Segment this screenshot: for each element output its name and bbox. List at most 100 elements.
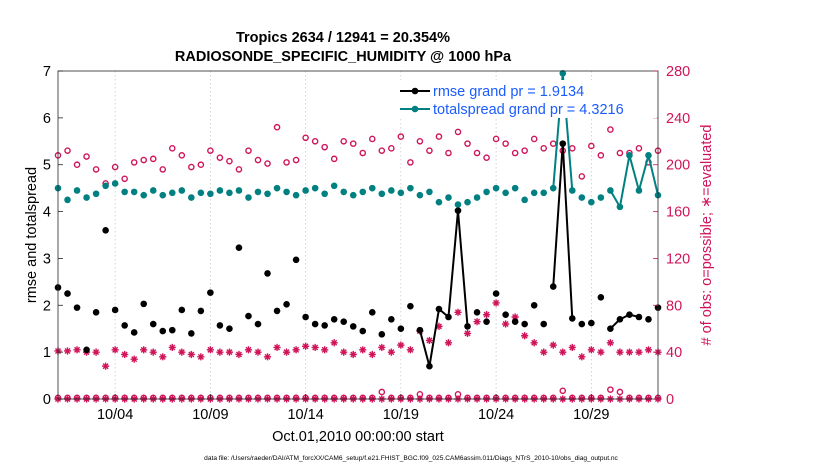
x-tick-label: 10/09 (192, 407, 228, 423)
rmse-point (578, 320, 586, 328)
obs-possible-point (473, 149, 481, 157)
obs-possible-point (264, 160, 271, 167)
obs-evaluated-point (102, 362, 110, 370)
obs-possible-point (378, 147, 386, 154)
obs-baseline-possible-point (473, 394, 481, 402)
obs-possible-point (159, 166, 167, 173)
rmse-point (607, 325, 614, 333)
rmse-point (226, 325, 233, 333)
obs-baseline-possible-point (159, 394, 167, 402)
obs-evaluated-point (511, 313, 519, 321)
obs-possible-point (397, 133, 405, 140)
rmse-point (530, 301, 538, 309)
legend: rmse grand pr = 1.9134 totalspread grand… (392, 80, 657, 118)
obs-evaluated-point (473, 318, 481, 326)
rmse-point (283, 301, 290, 308)
obs-baseline-possible-point (64, 394, 71, 402)
y-left-tick-label: 0 (43, 392, 51, 408)
obs-baseline-possible-point (121, 394, 128, 402)
y-left-tick-label: 7 (43, 64, 51, 80)
totalspread-point (321, 190, 328, 198)
y-left-tick-label: 6 (43, 111, 51, 127)
obs-possible-point (83, 153, 90, 160)
obs-possible-point (530, 135, 538, 143)
totalspread-point (130, 188, 138, 196)
rmse-point (292, 256, 300, 264)
x-tick-label: 10/14 (287, 407, 323, 423)
obs-baseline-possible-point (254, 394, 262, 402)
obs-evaluated-point (568, 343, 576, 352)
totalspread-segment (647, 155, 659, 196)
totalspread-point (92, 190, 100, 198)
obs-baseline-possible-point (445, 394, 452, 402)
rmse-point (197, 307, 205, 315)
rmse-point (588, 319, 595, 327)
obs-evaluated-point (206, 346, 214, 354)
rmse-point (121, 322, 128, 329)
rmse-point (426, 362, 433, 370)
rmse-point (159, 327, 167, 335)
totalspread-point (540, 189, 548, 197)
obs-baseline-possible-point (597, 394, 605, 402)
obs-possible-point (511, 149, 519, 157)
obs-baseline-possible-point (549, 394, 557, 402)
totalspread-segment (637, 155, 650, 191)
totalspread-point (159, 191, 167, 199)
obs-possible-point (149, 155, 157, 163)
obs-evaluated-point (549, 341, 557, 349)
obs-possible-point (464, 140, 471, 147)
obs-possible-point (273, 123, 281, 131)
totalspread-point (340, 188, 348, 196)
rmse-point (130, 329, 138, 336)
rmse-point (311, 320, 319, 328)
obs-evaluated-point (368, 350, 376, 359)
obs-possible-point (178, 152, 186, 159)
totalspread-point (359, 188, 367, 196)
totalspread-point (607, 187, 614, 194)
obs-evaluated-point (282, 348, 291, 356)
rmse-point (645, 316, 652, 323)
rmse-segment (457, 210, 469, 327)
y-axis-label-right: # of obs: o=possible; ∗=evaluated (699, 125, 715, 346)
obs-possible-point (368, 135, 376, 143)
obs-evaluated-point (302, 342, 310, 350)
obs-evaluated-point (273, 343, 281, 352)
obs-possible-point (635, 145, 643, 152)
rmse-point (140, 300, 148, 308)
obs-evaluated-point (225, 348, 234, 356)
obs-baseline-possible-point (645, 394, 652, 402)
x-axis-label: Oct.01,2010 00:00:00 start (272, 429, 444, 445)
obs-possible-point (226, 157, 233, 165)
legend-rmse-label: rmse grand pr = 1.9134 (433, 84, 584, 100)
obs-evaluated-point (482, 311, 491, 319)
obs-evaluated-point (625, 348, 634, 356)
rmse-point (359, 327, 367, 335)
totalspread-point (64, 196, 71, 204)
obs-baseline-possible-point (245, 394, 252, 402)
rmse-point (568, 315, 576, 322)
totalspread-point (83, 194, 90, 201)
rmse-segment (552, 143, 564, 287)
obs-evaluated-point (406, 346, 414, 354)
totalspread-point (188, 194, 195, 201)
obs-evaluated-point (235, 350, 243, 359)
totalspread-point (492, 184, 500, 192)
obs-baseline-possible-point (521, 394, 528, 402)
obs-baseline-possible-point (330, 394, 338, 402)
obs-evaluated-point (378, 343, 386, 352)
obs-evaluated-point (130, 355, 138, 363)
obs-baseline-possible-point (388, 394, 395, 402)
obs-baseline-possible-point (283, 394, 290, 402)
totalspread-point (235, 187, 243, 194)
obs-evaluated-point (330, 339, 338, 347)
totalspread-point (464, 198, 471, 206)
obs-baseline-possible-point (83, 394, 90, 402)
rmse-point (635, 313, 643, 321)
y-right-tick-label: 80 (666, 298, 682, 314)
totalspread-point (588, 198, 595, 206)
rmse-point (321, 322, 328, 329)
totalspread-point (349, 191, 357, 199)
obs-possible-point (130, 159, 138, 166)
totalspread-point (311, 184, 319, 192)
rmse-point (445, 313, 452, 321)
